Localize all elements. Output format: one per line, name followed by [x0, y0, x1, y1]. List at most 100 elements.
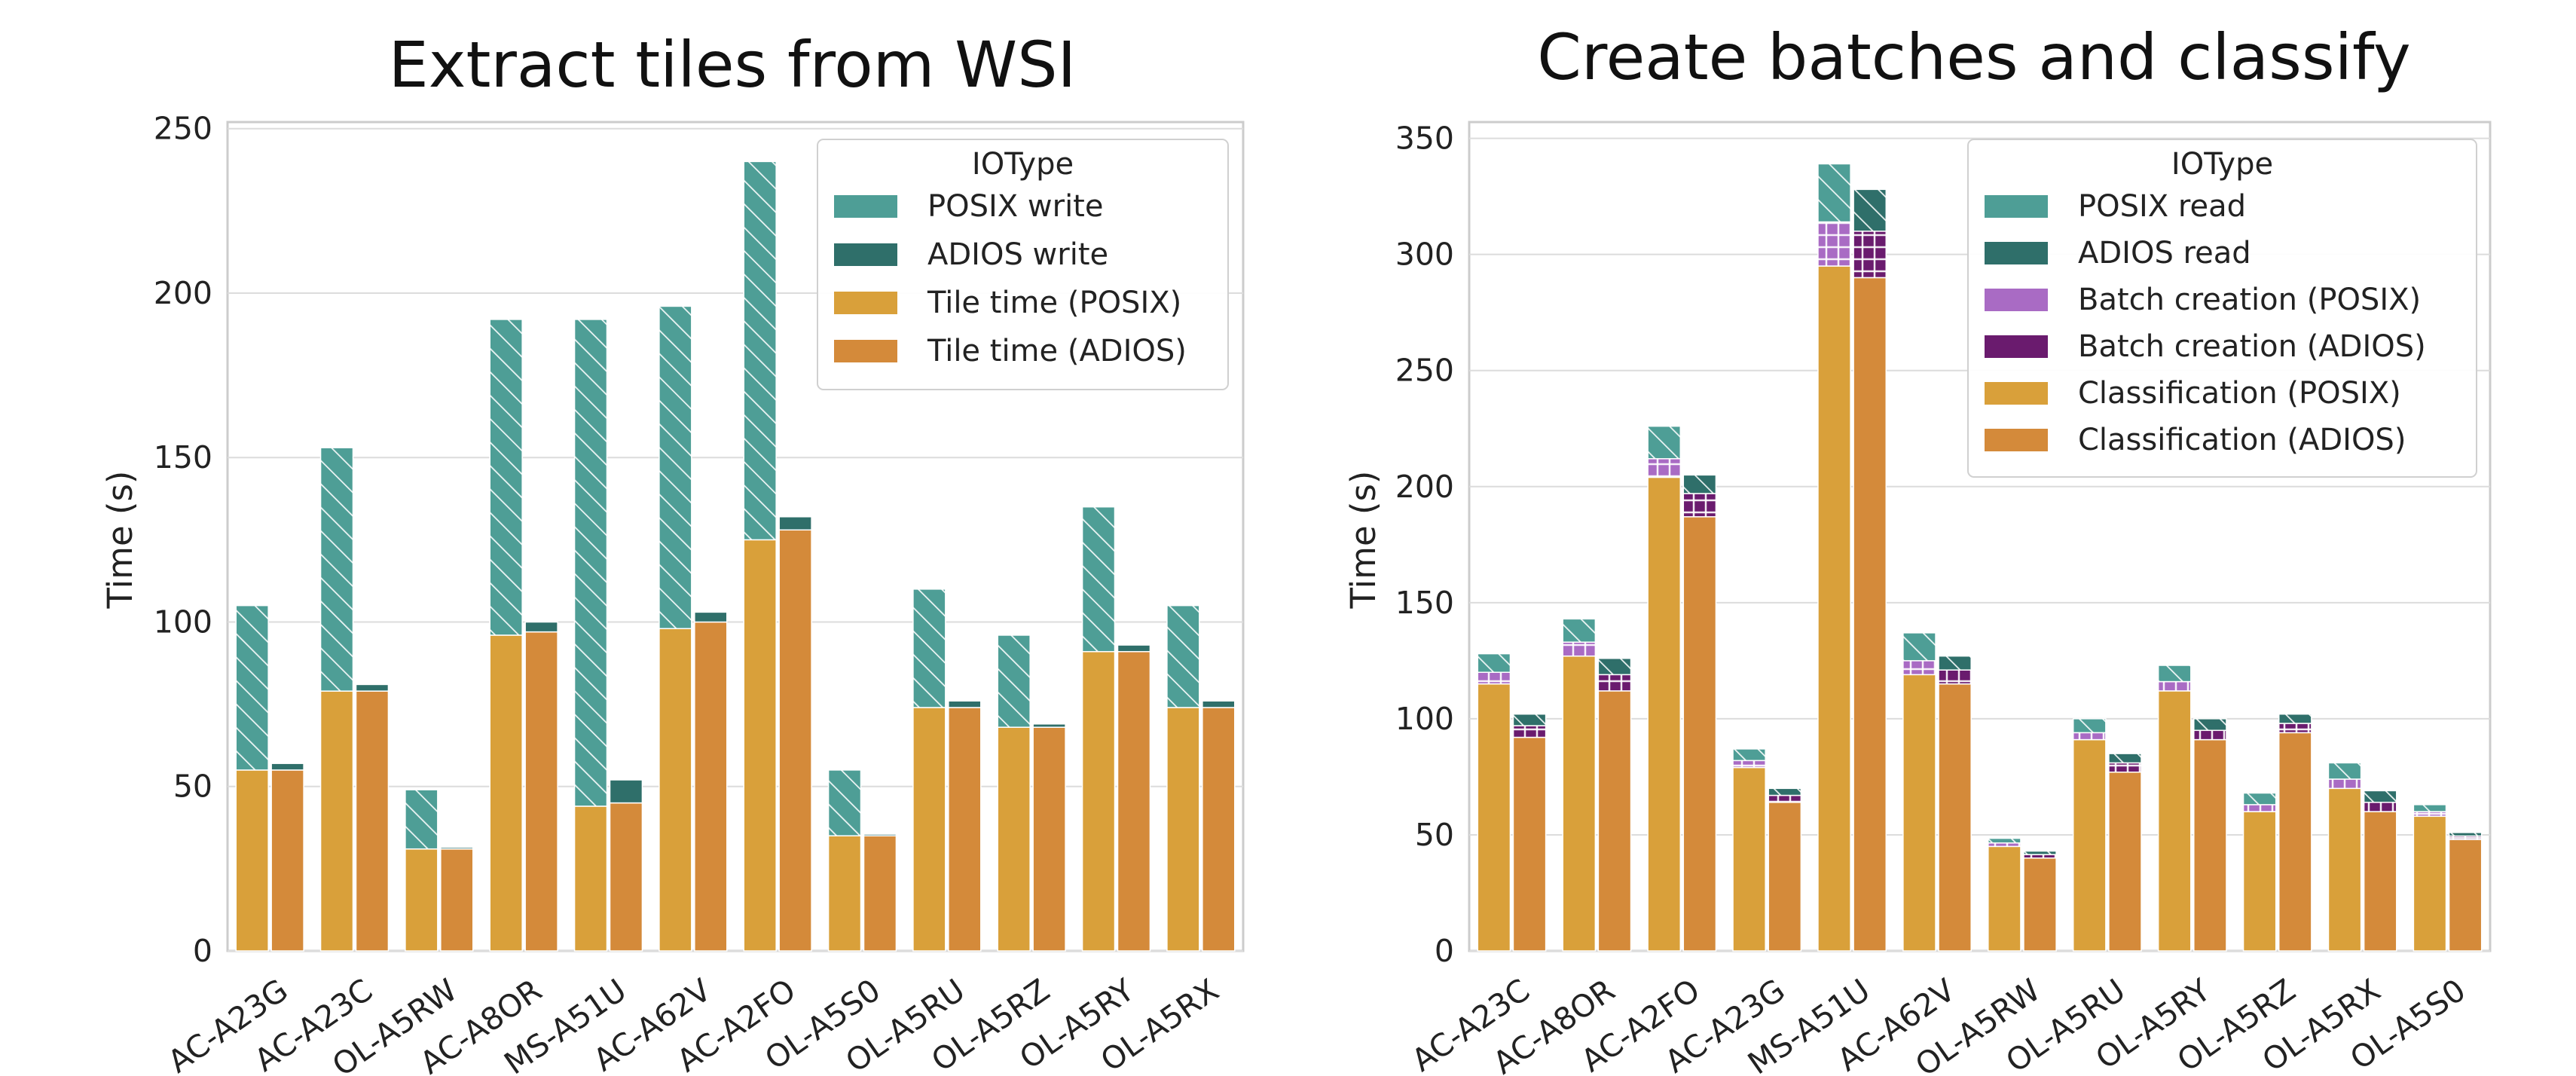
legend-label: ADIOS read — [2078, 236, 2251, 271]
bar-classification-posix — [1732, 766, 1766, 952]
y-tick-label: 100 — [1395, 701, 1454, 737]
legend-label: Classification (POSIX) — [2078, 376, 2401, 411]
bar-tile-time-posix — [997, 726, 1031, 952]
bar-posix-write-hatch — [998, 634, 1031, 728]
bar-tile-time-posix — [912, 707, 946, 952]
bar-adios-write — [1032, 723, 1066, 728]
bar-tile-time-posix — [319, 690, 354, 952]
bar-tile-time-adios — [440, 848, 474, 952]
bar-classification-adios — [2193, 738, 2227, 952]
bar-tile-time-posix — [827, 835, 862, 952]
bar-tile-time-posix — [489, 634, 523, 952]
bar-tile-time-posix — [659, 628, 692, 952]
bar-tile-time-adios — [778, 529, 812, 952]
bar-posix-read-hatch — [2243, 793, 2276, 805]
bar-posix-read-hatch — [2413, 804, 2446, 812]
bar-posix-write-hatch — [490, 319, 523, 635]
bar-batch-creation-adios-hatch — [1853, 231, 1887, 278]
bar-batch-creation-posix-hatch — [1988, 842, 2021, 847]
y-axis-label: Time (s) — [100, 471, 140, 610]
legend-swatch — [1985, 382, 2048, 405]
bar-adios-write — [948, 700, 982, 708]
legend-label: Tile time (POSIX) — [927, 286, 1181, 320]
bar-posix-write-hatch — [405, 790, 438, 849]
bar-posix-read-hatch — [1988, 838, 2021, 843]
bar-tile-time-adios — [524, 631, 558, 952]
bar-posix-write-hatch — [320, 448, 353, 692]
y-tick-label: 250 — [1395, 353, 1454, 389]
bar-classification-adios — [1853, 277, 1887, 952]
bar-batch-creation-posix-hatch — [1563, 642, 1596, 656]
chart-title: Create batches and classify — [1537, 20, 2411, 94]
y-tick-label: 200 — [154, 275, 212, 311]
bar-tile-time-adios — [1202, 707, 1236, 952]
bar-batch-creation-posix-hatch — [2328, 778, 2361, 789]
chart-title: Extract tiles from WSI — [389, 28, 1077, 102]
bar-batch-creation-adios-hatch — [2364, 802, 2397, 812]
legend-box — [1967, 139, 2477, 478]
bar-adios-write — [355, 683, 390, 692]
bar-adios-read-hatch — [1598, 658, 1631, 675]
legend-swatch — [1985, 289, 2048, 311]
bar-classification-posix — [1562, 655, 1597, 952]
legend-label: Tile time (ADIOS) — [927, 334, 1187, 368]
bar-adios-read-hatch — [1768, 788, 1801, 796]
bar-adios-read-hatch — [2449, 832, 2482, 836]
bar-classification-posix — [2072, 738, 2107, 952]
chart-extract-tiles: Extract tiles from WSI 050100150200250AC… — [100, 28, 1245, 1076]
bar-batch-creation-adios-hatch — [1598, 674, 1631, 691]
bar-classification-posix — [1902, 674, 1936, 952]
bar-adios-read-hatch — [1853, 189, 1887, 231]
bar-adios-write — [1117, 644, 1151, 653]
bar-posix-write-hatch — [1166, 605, 1199, 708]
y-tick-label: 200 — [1395, 469, 1454, 505]
bar-adios-read-hatch — [1513, 714, 1546, 726]
bar-adios-write — [440, 846, 474, 850]
bar-tile-time-posix — [743, 539, 777, 952]
bar-classification-posix — [1817, 265, 1851, 952]
bar-batch-creation-adios-hatch — [2193, 730, 2226, 740]
bar-batch-creation-adios-hatch — [1683, 493, 1716, 517]
bar-posix-read-hatch — [1817, 164, 1851, 222]
y-tick-label: 0 — [1435, 933, 1454, 969]
bar-adios-write — [524, 621, 558, 633]
y-tick-label: 150 — [1395, 585, 1454, 621]
bar-adios-write — [1202, 700, 1236, 708]
bar-posix-write-hatch — [659, 306, 692, 629]
bar-adios-read-hatch — [2278, 714, 2312, 724]
bar-tile-time-posix — [235, 769, 269, 952]
y-tick-label: 0 — [193, 933, 212, 969]
bar-batch-creation-posix-hatch — [1817, 222, 1851, 267]
legend-label: POSIX read — [2078, 189, 2246, 224]
bar-classification-posix — [2413, 815, 2447, 952]
y-tick-label: 50 — [173, 769, 212, 805]
legend-label: POSIX write — [927, 189, 1103, 224]
bar-classification-adios — [2363, 811, 2397, 952]
bar-batch-creation-posix-hatch — [2413, 812, 2446, 817]
bar-tile-time-posix — [573, 805, 608, 952]
bar-batch-creation-adios-hatch — [2023, 854, 2057, 858]
bar-posix-write-hatch — [912, 588, 946, 708]
bar-batch-creation-posix-hatch — [1902, 660, 1936, 675]
legend-title: IOType — [2171, 147, 2273, 182]
y-tick-label: 250 — [154, 111, 212, 147]
y-tick-label: 100 — [154, 604, 212, 640]
bar-tile-time-adios — [609, 802, 643, 952]
bar-posix-write-hatch — [828, 769, 861, 836]
bar-batch-creation-adios-hatch — [1939, 670, 1972, 684]
bar-posix-write-hatch — [1082, 506, 1115, 652]
plot-area: 050100150200250AC-A23GAC-A23COL-A5RWAC-A… — [154, 111, 1245, 1076]
bar-adios-read-hatch — [2108, 754, 2142, 763]
y-tick-label: 50 — [1415, 817, 1454, 853]
bar-classification-adios — [2108, 771, 2142, 952]
bar-posix-write-hatch — [236, 605, 269, 770]
bar-adios-write — [863, 833, 897, 836]
legend-swatch — [834, 292, 897, 314]
legend-label: ADIOS write — [927, 237, 1108, 272]
y-tick-label: 350 — [1395, 121, 1454, 157]
bar-batch-creation-posix-hatch — [2243, 804, 2276, 812]
bar-adios-write — [270, 763, 304, 771]
legend-swatch — [834, 195, 897, 218]
bar-tile-time-adios — [863, 835, 897, 952]
